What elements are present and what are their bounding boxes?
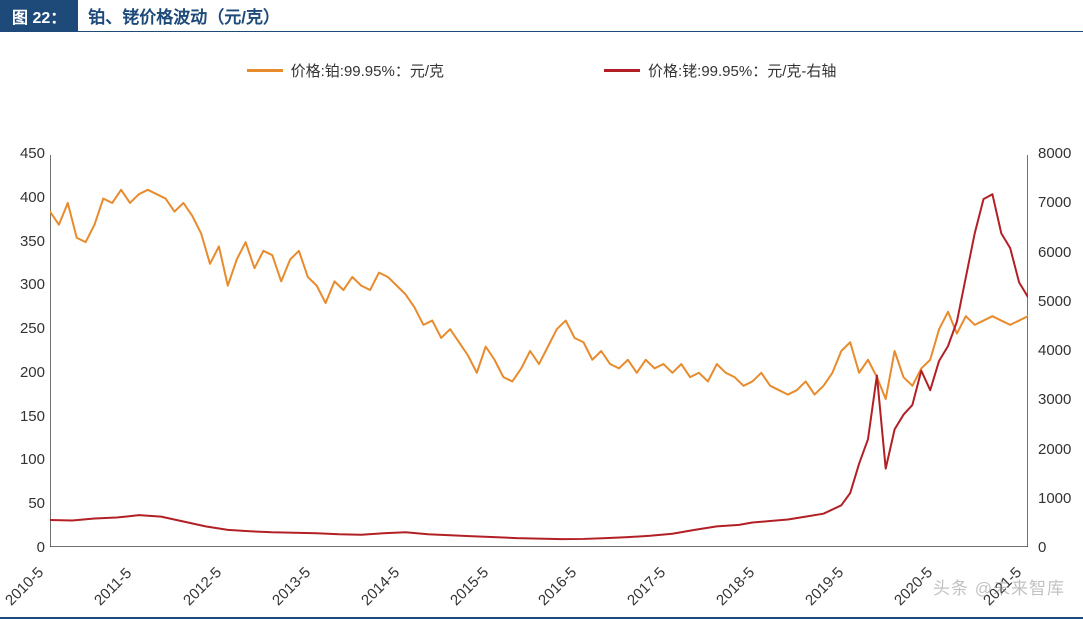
- legend-label-rhodium: 价格:铑:99.95%：元/克-右轴: [648, 60, 836, 81]
- y-right-tick-label: 8000: [1038, 145, 1083, 162]
- legend-swatch-platinum: [247, 69, 283, 72]
- figure-title: 铂、铑价格波动（元/克）: [78, 0, 290, 31]
- title-bar: 图 22： 铂、铑价格波动（元/克）: [0, 0, 1083, 32]
- x-tick-label: 2018-5: [713, 564, 758, 609]
- y-right-tick-label: 6000: [1038, 244, 1083, 261]
- figure-number-badge: 图 22：: [0, 0, 78, 31]
- legend-item-platinum: 价格:铂:99.95%：元/克: [247, 60, 444, 81]
- x-tick-label: 2010-5: [2, 564, 47, 609]
- y-left-tick-label: 250: [0, 320, 45, 337]
- y-right-tick-label: 0: [1038, 539, 1083, 556]
- legend-label-platinum: 价格:铂:99.95%：元/克: [291, 60, 444, 81]
- y-left-tick-label: 300: [0, 276, 45, 293]
- legend-item-rhodium: 价格:铑:99.95%：元/克-右轴: [604, 60, 836, 81]
- x-tick-label: 2017-5: [624, 564, 669, 609]
- x-tick-label: 2016-5: [535, 564, 580, 609]
- y-right-tick-label: 2000: [1038, 441, 1083, 458]
- figure-container: 图 22： 铂、铑价格波动（元/克） 价格:铂:99.95%：元/克 价格:铑:…: [0, 0, 1083, 619]
- y-left-tick-label: 350: [0, 233, 45, 250]
- x-tick-label: 2014-5: [358, 564, 403, 609]
- y-left-tick-label: 100: [0, 451, 45, 468]
- x-tick-label: 2019-5: [802, 564, 847, 609]
- y-left-tick-label: 0: [0, 539, 45, 556]
- x-tick-label: 2012-5: [180, 564, 225, 609]
- y-left-tick-label: 150: [0, 408, 45, 425]
- y-left-tick-label: 200: [0, 364, 45, 381]
- y-left-tick-label: 400: [0, 189, 45, 206]
- x-tick-label: 2015-5: [447, 564, 492, 609]
- x-tick-label: 2011-5: [91, 565, 135, 609]
- y-right-tick-label: 3000: [1038, 391, 1083, 408]
- y-left-tick-label: 50: [0, 495, 45, 512]
- x-tick-label: 2013-5: [269, 564, 314, 609]
- line-chart: [50, 155, 1028, 547]
- legend-swatch-rhodium: [604, 69, 640, 72]
- chart-legend: 价格:铂:99.95%：元/克 价格:铑:99.95%：元/克-右轴: [0, 60, 1083, 81]
- y-right-tick-label: 4000: [1038, 342, 1083, 359]
- y-left-tick-label: 450: [0, 145, 45, 162]
- plot-area: [50, 155, 1028, 547]
- x-tick-label: 2021-5: [980, 564, 1025, 609]
- y-right-tick-label: 1000: [1038, 490, 1083, 507]
- y-right-tick-label: 5000: [1038, 293, 1083, 310]
- y-right-tick-label: 7000: [1038, 194, 1083, 211]
- x-tick-label: 2020-5: [891, 564, 936, 609]
